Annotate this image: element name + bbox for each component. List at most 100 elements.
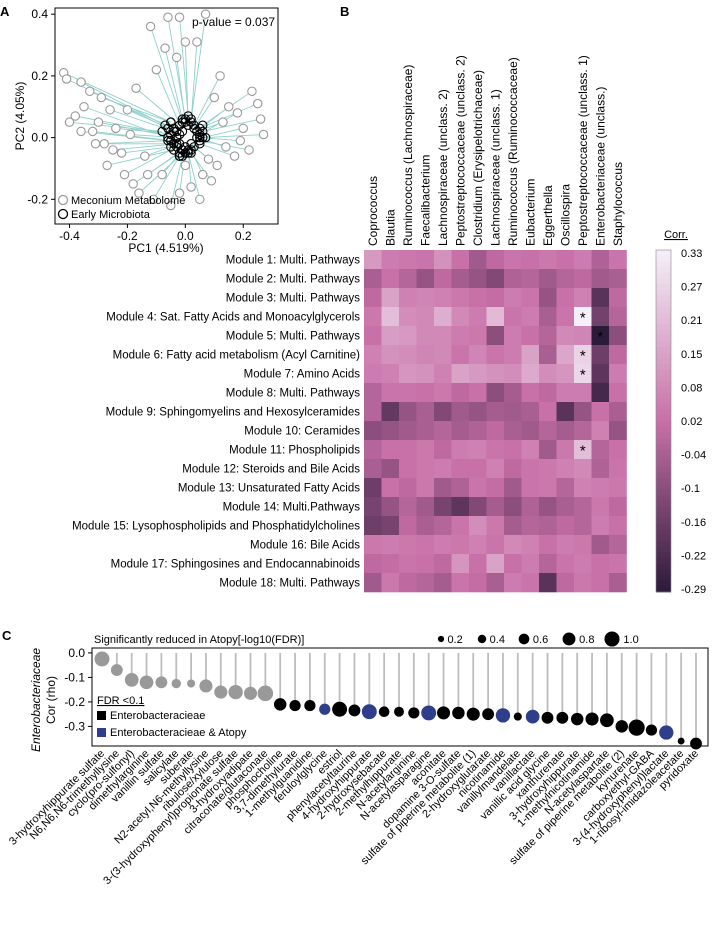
pca-link: [75, 115, 171, 135]
heatmap-cell: [451, 288, 470, 308]
lollipop-dot: [690, 737, 702, 750]
heatmap-cell: [364, 402, 382, 422]
heatmap-cell: [381, 364, 400, 384]
heatmap-cell: [556, 535, 575, 555]
heatmap-cell: [591, 573, 610, 593]
colorbar-tick-label: -0.29: [681, 584, 706, 596]
meconium-point: [96, 92, 107, 103]
meconium-point: [206, 176, 217, 186]
panel-letter-b: B: [340, 4, 349, 19]
heatmap-cell: [486, 326, 505, 346]
colorbar-step: [656, 438, 671, 445]
colorbar-step: [656, 529, 671, 536]
heatmap-cell: [416, 288, 435, 308]
heatmap-cell: [574, 250, 592, 270]
y-tick-label: 0.0: [31, 131, 48, 145]
colorbar-step: [656, 455, 671, 462]
pca-link: [135, 87, 180, 126]
legend-meconium-marker: [57, 194, 69, 206]
heatmap-cell: [486, 421, 505, 441]
meconium-point: [148, 194, 159, 205]
heatmap-cell: [521, 402, 540, 422]
heatmap-cell: [591, 516, 610, 536]
heatmap-cell: [434, 440, 452, 460]
meconium-point: [247, 86, 257, 97]
colorbar-step: [656, 557, 671, 564]
size-legend-label: 0.4: [490, 634, 505, 646]
heatmap-cell: [539, 250, 557, 270]
meconium-point: [157, 169, 167, 180]
heatmap-cell: [609, 535, 627, 555]
heatmap-cell: [399, 516, 417, 536]
heatmap-cell: [556, 288, 575, 308]
heatmap-cell: [434, 345, 452, 365]
heatmap-cell: [521, 516, 540, 536]
colorbar-step: [656, 375, 671, 382]
microbiota-point: [183, 111, 193, 121]
microbiota-point: [195, 135, 205, 146]
heatmap-cell: [521, 554, 540, 574]
heatmap-cell: [574, 478, 592, 498]
heatmap-cell: [591, 535, 610, 555]
heatmap-cell: [381, 383, 400, 403]
panel-a-frame: [54, 7, 279, 225]
meconium-point: [163, 12, 173, 23]
heatmap-cell: [539, 288, 557, 308]
heatmap-cell: [451, 307, 470, 327]
pca-link: [202, 118, 261, 132]
heatmap-cell: [591, 269, 610, 289]
heatmap-cell: [416, 459, 435, 479]
panel-c-ylabel: Cor (rho): [44, 676, 58, 724]
pca-link: [179, 17, 189, 117]
heatmap-cell: [539, 535, 557, 555]
meconium-point: [224, 101, 234, 112]
heatmap-cell: [486, 383, 505, 403]
colorbar-step: [656, 535, 671, 542]
colorbar-step: [656, 569, 671, 576]
heatmap-cell: [364, 440, 382, 460]
heatmap-cell: [609, 269, 627, 289]
heatmap-cell: [399, 402, 417, 422]
heatmap-cell: [434, 307, 452, 327]
heatmap-cell: [486, 307, 505, 327]
heatmap-cell: [539, 307, 557, 327]
meconium-point: [119, 169, 130, 180]
heatmap-cell: [416, 383, 435, 403]
meconium-point: [171, 52, 182, 63]
heatmap-cell: [434, 478, 452, 498]
lollipop-dot: [139, 675, 154, 690]
pca-link: [187, 152, 201, 200]
heatmap-cell: [591, 307, 610, 327]
heatmap-cell: [364, 573, 382, 593]
microbiota-point: [171, 126, 182, 137]
heatmap-cell: [556, 459, 575, 479]
lollipop-dot: [228, 684, 243, 700]
meconium-point: [102, 160, 112, 171]
heatmap-row-label: Module 7: Amino Acids: [244, 369, 361, 381]
colorbar-step: [656, 415, 671, 422]
lollipop-dot: [659, 725, 674, 740]
heatmap-cell: [591, 554, 610, 574]
meconium-point: [111, 123, 121, 134]
heatmap-cell: [364, 497, 382, 517]
heatmap-cell: [609, 364, 627, 384]
size-legend-label: 0.2: [447, 634, 462, 646]
colorbar-tick-label: 0.21: [681, 315, 702, 327]
colorbar-step: [656, 586, 671, 593]
colorbar-tick-label: 0.27: [681, 282, 702, 294]
heatmap-cell: [574, 516, 592, 536]
heatmap-cell: [416, 307, 435, 327]
pca-link: [124, 146, 177, 176]
colorbar-step: [656, 546, 671, 553]
panel-a-points: [58, 9, 269, 211]
heatmap-cell: [399, 288, 417, 308]
lollipop-dot: [304, 699, 316, 712]
heatmap-cell: [451, 478, 470, 498]
heatmap-cell: [486, 573, 505, 593]
heatmap-cell: [609, 573, 627, 593]
colorbar-step: [656, 335, 671, 342]
meconium-point: [215, 71, 225, 81]
heatmap-cell: [469, 250, 487, 270]
heatmap-cell: [539, 573, 557, 593]
heatmap-cell: [399, 383, 417, 403]
